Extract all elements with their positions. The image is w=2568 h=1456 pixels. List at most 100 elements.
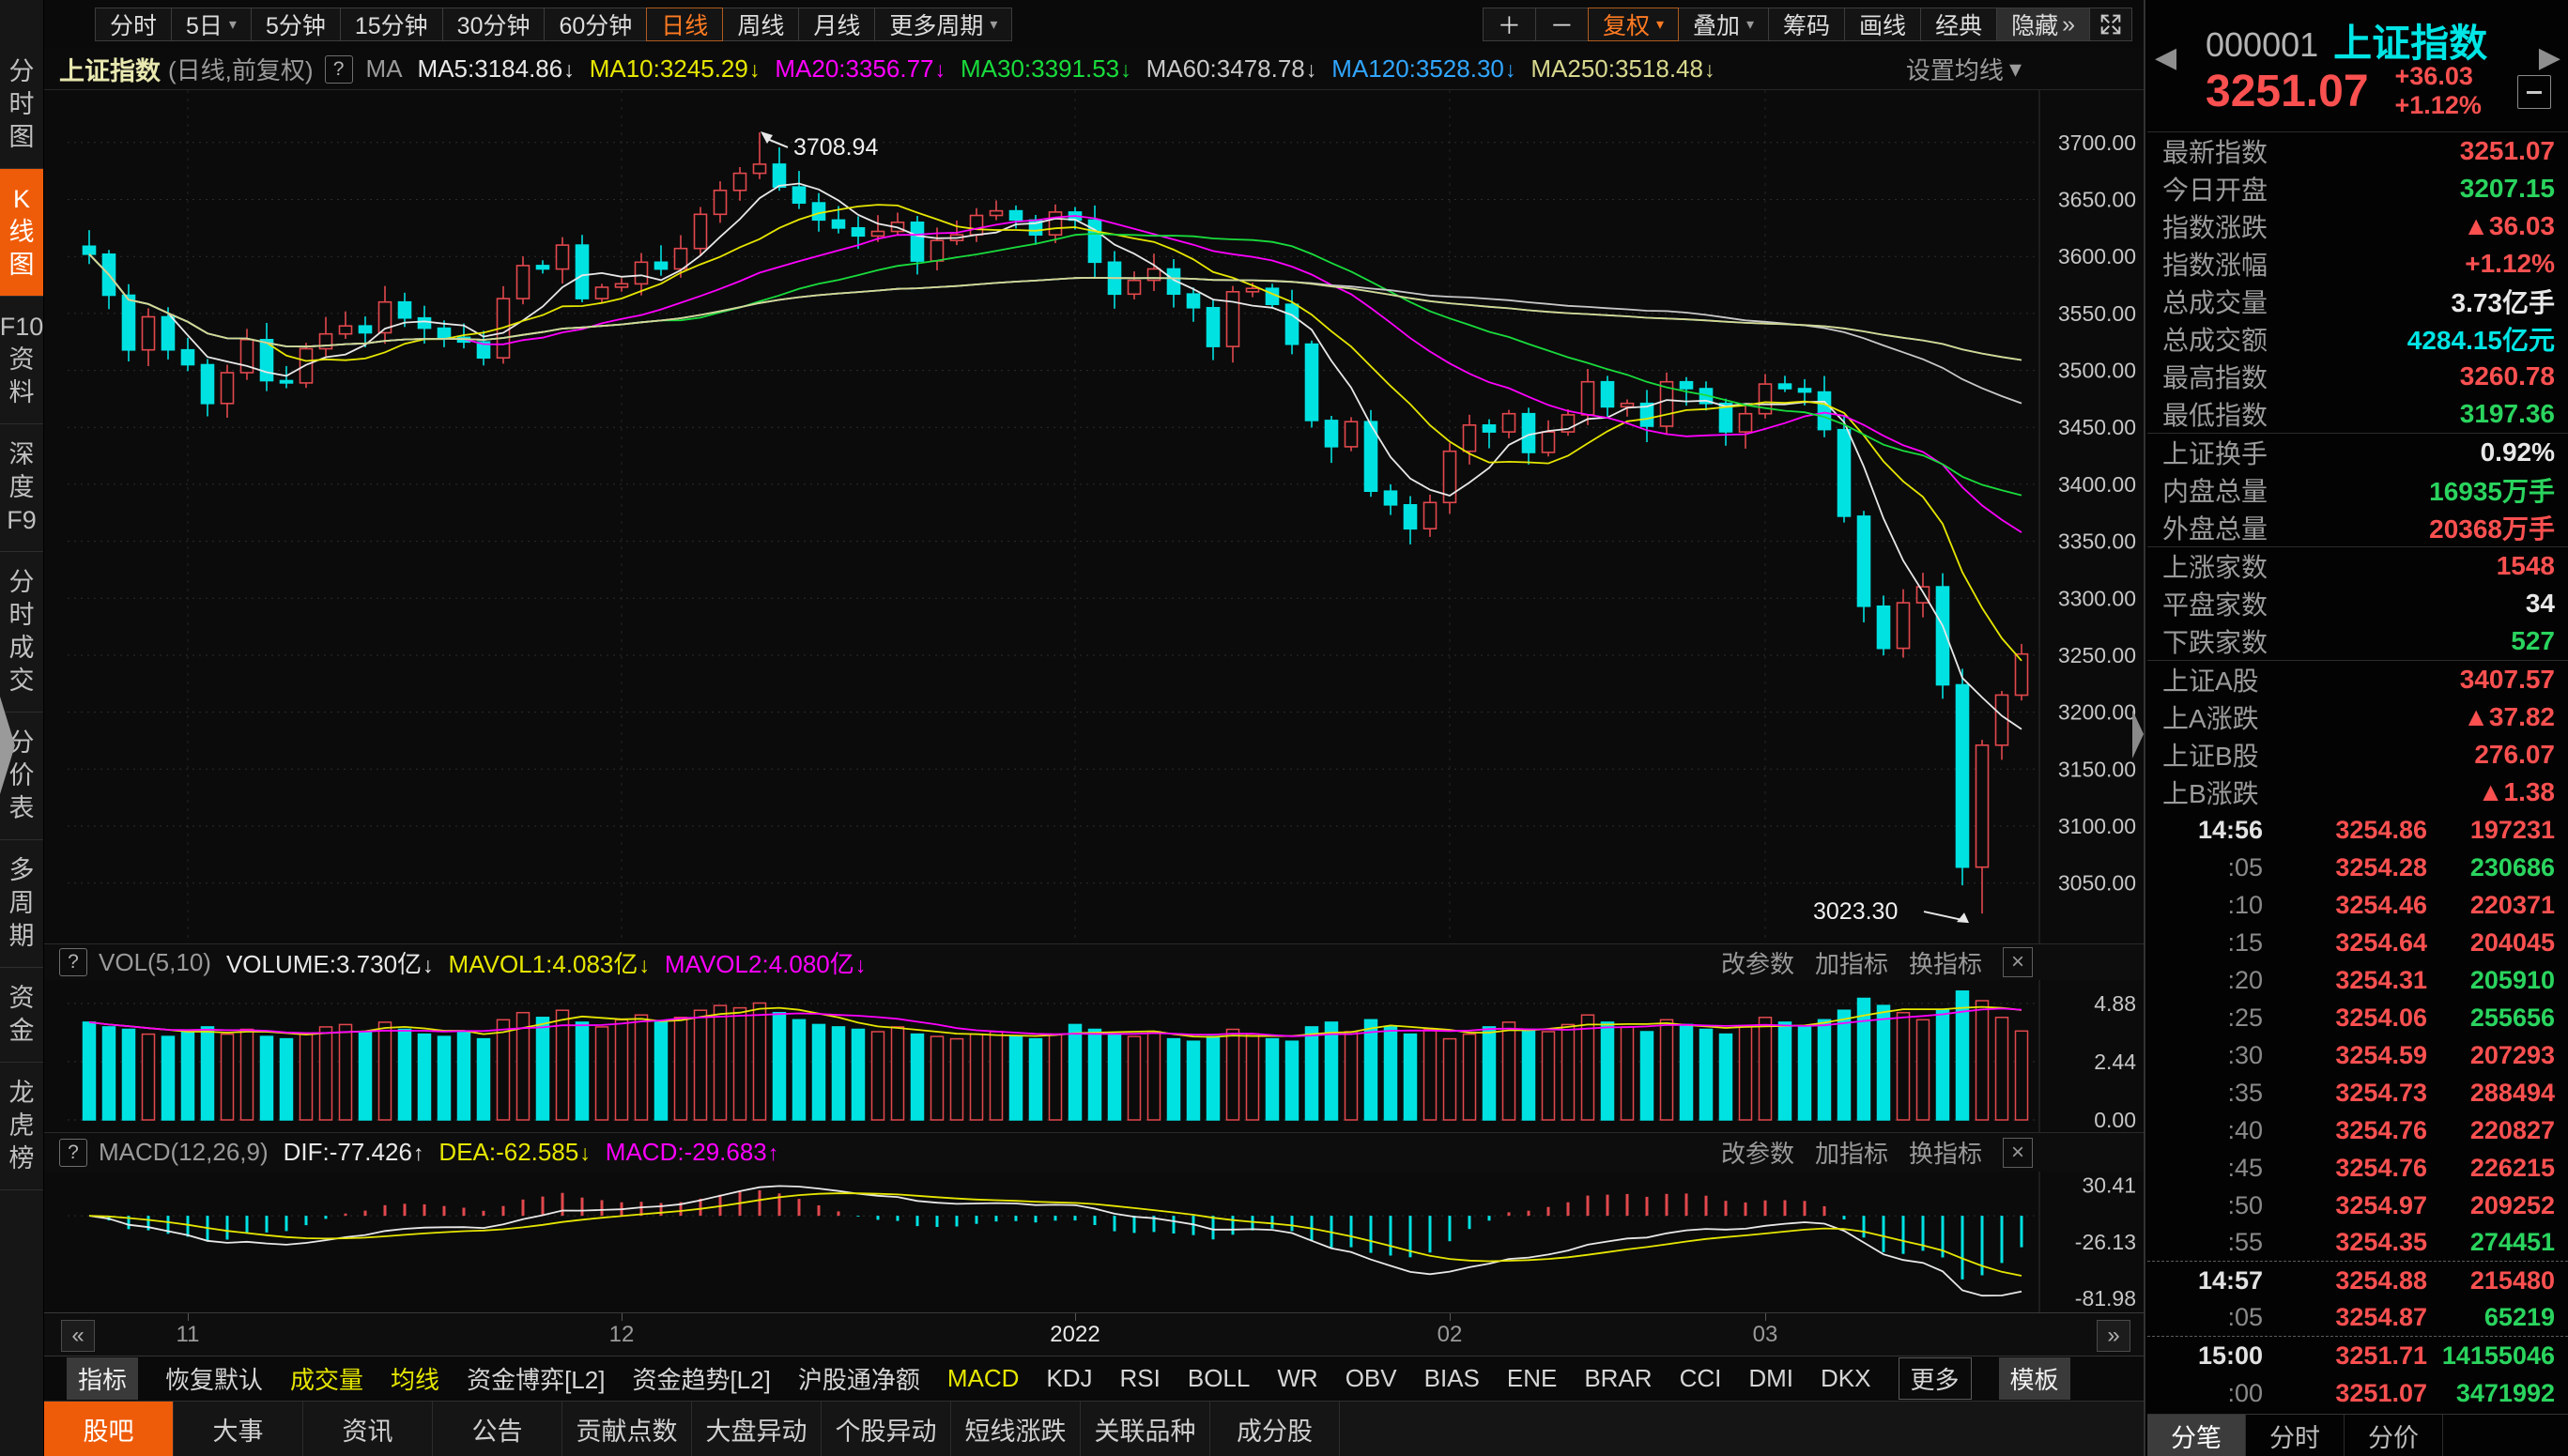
adjust-button[interactable]: 复权 ▾	[1587, 8, 1679, 41]
next-stock-arrow[interactable]: ▶	[2538, 42, 2560, 73]
quote-panel: ◀ ▶ 000001 上证指数 3251.07 +36.03 +1.12% 最新…	[2147, 0, 2568, 1456]
bottom-tab-related[interactable]: 关联品种	[1081, 1402, 1210, 1456]
bottom-tab-contribution[interactable]: 贡献点数	[562, 1402, 692, 1456]
indicator-macd[interactable]: MACD	[946, 1364, 1020, 1392]
bottom-tab-constituents[interactable]: 成分股	[1210, 1402, 1340, 1456]
period-button-15min[interactable]: 15分钟	[339, 8, 443, 41]
change-params-button[interactable]: 改参数	[1720, 949, 1794, 978]
indicator-wr[interactable]: WR	[1277, 1364, 1318, 1392]
indicator-bias[interactable]: BIAS	[1423, 1364, 1480, 1392]
hide-button[interactable]: 隐藏»	[1996, 8, 2090, 41]
fullscreen-button[interactable]	[2089, 8, 2132, 41]
indicator-ene[interactable]: ENE	[1506, 1364, 1558, 1392]
volume-bar	[2014, 1030, 2029, 1121]
minimize-button[interactable]	[2517, 75, 2551, 109]
indicator-indicator[interactable]: 指标	[67, 1357, 139, 1400]
tab-tick[interactable]: 分笔	[2147, 1415, 2246, 1456]
tick-row: :40 3254.76 220827	[2147, 1111, 2568, 1149]
period-button-5day[interactable]: 5日 ▾	[171, 8, 252, 41]
indicator-ma[interactable]: 均线	[391, 1366, 440, 1394]
sidebar-collapse-arrow[interactable]	[0, 697, 15, 794]
switch-indicator-button[interactable]: 换指标	[1908, 1140, 1982, 1168]
bottom-tab-news[interactable]: 资讯	[303, 1402, 433, 1456]
bottom-tab-market-moves[interactable]: 大盘异动	[692, 1402, 822, 1456]
tick-row: 15:00 3251.71 14155046	[2147, 1337, 2568, 1374]
indicator-dmi[interactable]: DMI	[1748, 1364, 1794, 1392]
sidebar-item-intraday-ticks[interactable]: 分时成交	[0, 552, 43, 713]
ma-settings-button[interactable]: 设置均线 ▾	[1905, 54, 2022, 84]
date-axis: « » 11 12 2022 02 03	[44, 1312, 2144, 1356]
add-indicator-button[interactable]: 加指标	[1814, 1140, 1888, 1168]
sidebar-item-intraday-chart[interactable]: 分时图	[0, 41, 43, 169]
period-button-60min[interactable]: 60分钟	[544, 8, 648, 41]
period-button-5min[interactable]: 5分钟	[250, 8, 341, 41]
sidebar-item-dragon-tiger[interactable]: 龙虎榜	[0, 1063, 43, 1190]
chips-button[interactable]: 筹码	[1768, 8, 1846, 41]
candle	[1580, 380, 1595, 416]
tab-intraday[interactable]: 分时	[2246, 1415, 2345, 1456]
close-pane-button[interactable]: ×	[2003, 947, 2033, 977]
indicator-more[interactable]: 更多	[1898, 1357, 1972, 1400]
panel-collapse-arrow[interactable]	[2132, 710, 2144, 759]
macd-title: MACD(12,26,9)	[99, 1138, 269, 1166]
tick-row: :35 3254.73 288494	[2147, 1074, 2568, 1111]
classic-button[interactable]: 经典	[1920, 8, 1998, 41]
draw-line-button[interactable]: 画线	[1844, 8, 1922, 41]
indicator-template[interactable]: 模板	[1998, 1357, 2070, 1400]
indicator-cci[interactable]: CCI	[1679, 1364, 1722, 1392]
sidebar-item-f10-info[interactable]: F10 资料	[0, 297, 43, 424]
field-value: 3197.36	[2459, 399, 2555, 428]
volume-bar	[1127, 1035, 1142, 1121]
indicator-kdj[interactable]: KDJ	[1046, 1364, 1093, 1392]
close-pane-button[interactable]: ×	[2003, 1137, 2033, 1168]
help-icon[interactable]: ?	[59, 1138, 87, 1167]
scroll-left-button[interactable]: «	[61, 1320, 95, 1352]
indicator-fund-trend-l2[interactable]: 资金趋势[L2]	[632, 1366, 771, 1394]
bottom-tab-stock-moves[interactable]: 个股异动	[822, 1402, 951, 1456]
tick-time: :15	[2227, 927, 2263, 957]
sidebar-item-depth-f9[interactable]: 深度 F9	[0, 424, 43, 552]
scroll-right-button[interactable]: »	[2097, 1320, 2130, 1352]
indicator-obv[interactable]: OBV	[1345, 1364, 1397, 1392]
overlay-button[interactable]: 叠加 ▾	[1677, 8, 1770, 41]
indicator-volume[interactable]: 成交量	[290, 1366, 364, 1394]
prev-stock-arrow[interactable]: ◀	[2155, 42, 2177, 73]
period-button-weekly[interactable]: 周线	[722, 8, 800, 41]
bottom-tab-short-term[interactable]: 短线涨跌	[951, 1402, 1081, 1456]
indicator-dkx[interactable]: DKX	[1821, 1364, 1871, 1392]
tab-price-dist[interactable]: 分价	[2345, 1415, 2443, 1456]
indicator-boll[interactable]: BOLL	[1187, 1364, 1251, 1392]
tick-time: :30	[2227, 1040, 2263, 1069]
main-kline-chart[interactable]: 3700.00 3650.00 3600.00 3550.00 3500.00 3450.…	[44, 90, 2145, 943]
volume-chart[interactable]: 4.88 2.44 0.00	[44, 980, 2145, 1132]
candle	[515, 265, 531, 299]
macd-chart[interactable]: 30.41 -26.13 -81.98	[44, 1172, 2145, 1312]
period-button-daily[interactable]: 日线	[646, 8, 724, 41]
indicator-restore-default[interactable]: 恢复默认	[165, 1366, 264, 1394]
switch-indicator-button[interactable]: 换指标	[1908, 949, 1982, 978]
sidebar-item-multi-period[interactable]: 多周期	[0, 840, 43, 968]
indicator-fund-game-l2[interactable]: 资金博弈[L2]	[467, 1366, 606, 1394]
help-icon[interactable]: ?	[59, 948, 87, 976]
period-button-monthly[interactable]: 月线	[798, 8, 876, 41]
zoom-in-button[interactable]: ＋	[1482, 8, 1536, 41]
sidebar-item-funds[interactable]: 资金	[0, 968, 43, 1063]
tick-volume: 14155046	[2441, 1341, 2555, 1370]
bottom-tab-guba[interactable]: 股吧	[44, 1402, 174, 1456]
indicator-hk-connect-net[interactable]: 沪股通净额	[797, 1366, 920, 1394]
vol-value-mavol1: MAVOL1:4.083亿↓	[448, 949, 650, 978]
indicator-brar[interactable]: BRAR	[1584, 1364, 1653, 1392]
period-button-more-periods[interactable]: 更多周期 ▾	[874, 8, 1013, 41]
bottom-tab-major-events[interactable]: 大事	[174, 1402, 303, 1456]
zoom-out-button[interactable]: －	[1534, 8, 1589, 41]
add-indicator-button[interactable]: 加指标	[1814, 949, 1888, 978]
indicator-rsi[interactable]: RSI	[1119, 1364, 1161, 1392]
field-row: 今日开盘 3207.15	[2147, 170, 2568, 207]
bottom-tab-announcements[interactable]: 公告	[433, 1402, 562, 1456]
change-params-button[interactable]: 改参数	[1720, 1140, 1794, 1168]
candle	[772, 163, 787, 189]
help-icon[interactable]: ?	[324, 54, 353, 84]
period-button-30min[interactable]: 30分钟	[441, 8, 546, 41]
period-button-minute[interactable]: 分时	[95, 8, 173, 41]
